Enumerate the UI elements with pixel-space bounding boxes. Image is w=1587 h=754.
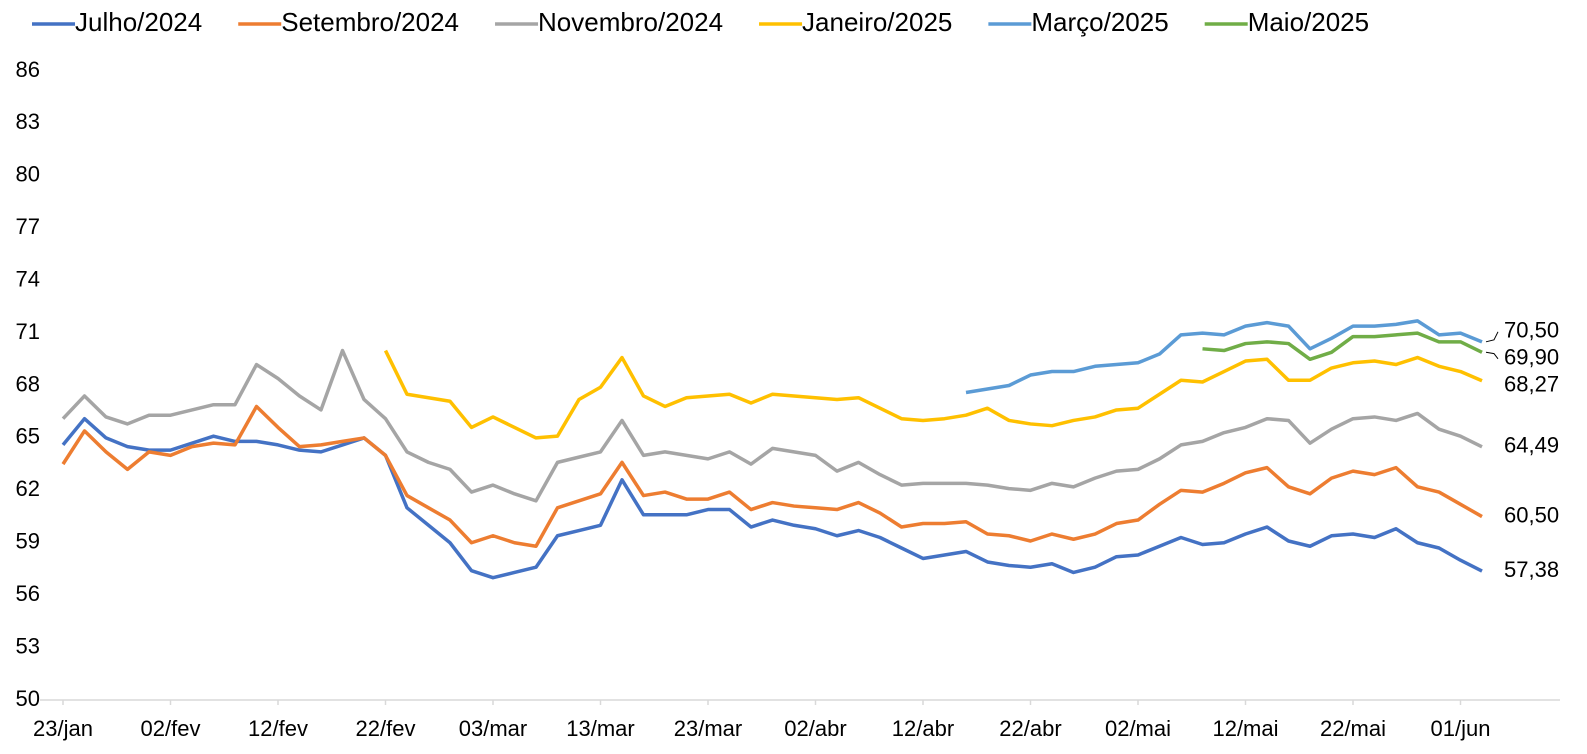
legend-label: Maio/2025 bbox=[1248, 7, 1369, 37]
series-line bbox=[383, 349, 1483, 440]
label-leader bbox=[1485, 331, 1499, 343]
y-tick-label: 59 bbox=[16, 529, 40, 554]
data-label: 64,49 bbox=[1504, 433, 1559, 458]
legend: Julho/2024 Setembro/2024 Novembro/2024 Jane… bbox=[32, 7, 1369, 37]
legend-label: Julho/2024 bbox=[75, 7, 202, 37]
y-tick-label: 80 bbox=[16, 162, 40, 187]
y-tick-label: 83 bbox=[16, 109, 40, 134]
legend-label: Novembro/2024 bbox=[538, 7, 723, 37]
x-tick-label: 02/fev bbox=[141, 716, 201, 741]
data-label: 70,50 bbox=[1504, 318, 1559, 343]
series-line bbox=[61, 416, 1483, 580]
y-tick-label: 77 bbox=[16, 214, 40, 239]
x-tick-label: 12/fev bbox=[248, 716, 308, 741]
x-tick-label: 12/abr bbox=[892, 716, 954, 741]
legend-label: Setembro/2024 bbox=[281, 7, 459, 37]
x-tick-label: 02/mai bbox=[1105, 716, 1171, 741]
y-tick-label: 56 bbox=[16, 581, 40, 606]
x-tick-label: 02/abr bbox=[784, 716, 846, 741]
y-tick-label: 86 bbox=[16, 57, 40, 82]
y-tick-label: 71 bbox=[16, 319, 40, 344]
data-label: 60,50 bbox=[1504, 502, 1559, 527]
x-tick-label: 03/mar bbox=[459, 716, 527, 741]
series-line bbox=[965, 319, 1483, 395]
data-label: 68,27 bbox=[1504, 372, 1559, 397]
legend-label: Março/2025 bbox=[1031, 7, 1168, 37]
y-tick-label: 74 bbox=[16, 266, 40, 291]
y-tick-label: 65 bbox=[16, 424, 40, 449]
data-label: 57,38 bbox=[1504, 557, 1559, 582]
x-tick-label: 01/jun bbox=[1431, 716, 1491, 741]
data-label: 69,90 bbox=[1504, 345, 1559, 370]
x-tick-label: 23/jan bbox=[33, 716, 93, 741]
series-line bbox=[61, 348, 1483, 503]
x-tick-label: 12/mai bbox=[1212, 716, 1278, 741]
x-tick-label: 22/abr bbox=[999, 716, 1061, 741]
y-tick-label: 68 bbox=[16, 371, 40, 396]
label-leader bbox=[1485, 351, 1499, 360]
x-tick-label: 13/mar bbox=[566, 716, 634, 741]
y-tick-label: 62 bbox=[16, 476, 40, 501]
x-tick-label: 23/mar bbox=[674, 716, 742, 741]
x-tick-label: 22/fev bbox=[356, 716, 416, 741]
series-line bbox=[61, 404, 1483, 548]
x-tick-label: 22/mai bbox=[1320, 716, 1386, 741]
legend-label: Janeiro/2025 bbox=[802, 7, 952, 37]
y-tick-label: 53 bbox=[16, 633, 40, 658]
y-tick-label: 50 bbox=[16, 686, 40, 711]
series-line bbox=[1202, 331, 1483, 362]
